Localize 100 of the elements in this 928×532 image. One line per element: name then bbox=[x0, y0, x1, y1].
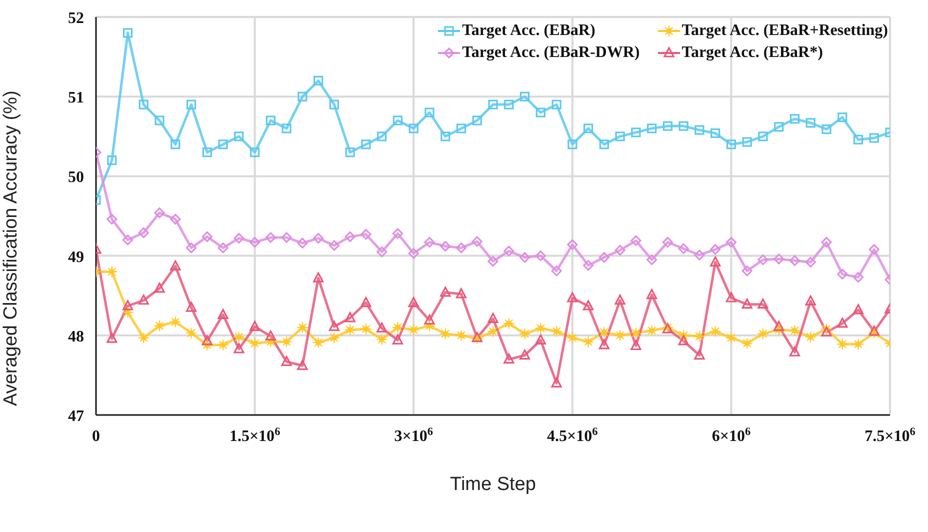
point bbox=[710, 326, 722, 338]
point bbox=[678, 121, 688, 131]
point bbox=[424, 236, 435, 248]
point bbox=[138, 294, 149, 305]
point bbox=[312, 336, 324, 348]
point bbox=[582, 300, 594, 310]
point bbox=[788, 324, 801, 336]
point bbox=[234, 343, 244, 354]
point bbox=[694, 125, 704, 135]
point bbox=[758, 254, 768, 266]
point bbox=[630, 327, 642, 339]
point bbox=[804, 331, 816, 343]
point bbox=[488, 312, 498, 323]
point bbox=[534, 322, 546, 334]
point bbox=[185, 327, 198, 339]
point bbox=[758, 298, 768, 309]
point bbox=[614, 330, 626, 342]
point bbox=[106, 266, 118, 278]
point bbox=[868, 326, 880, 336]
point bbox=[440, 132, 450, 142]
point bbox=[868, 244, 880, 255]
point bbox=[298, 92, 308, 102]
point bbox=[646, 324, 658, 336]
point bbox=[694, 250, 705, 260]
point bbox=[552, 100, 562, 110]
point bbox=[757, 328, 769, 340]
point bbox=[344, 324, 356, 336]
point bbox=[726, 292, 736, 302]
point bbox=[360, 229, 372, 240]
point bbox=[217, 339, 229, 351]
point bbox=[726, 236, 736, 248]
point bbox=[821, 236, 832, 248]
point bbox=[313, 232, 324, 244]
point bbox=[377, 132, 387, 142]
point bbox=[266, 116, 276, 126]
point bbox=[297, 238, 308, 248]
point bbox=[535, 250, 546, 262]
legend-label: Target Acc. (EBaR) bbox=[462, 22, 596, 40]
point bbox=[360, 323, 372, 335]
point bbox=[455, 330, 468, 342]
point bbox=[202, 148, 212, 158]
point bbox=[615, 132, 625, 142]
point bbox=[742, 137, 752, 147]
point bbox=[218, 242, 228, 254]
point bbox=[328, 320, 340, 331]
point bbox=[360, 296, 372, 308]
point bbox=[392, 322, 404, 334]
point bbox=[518, 328, 531, 340]
point bbox=[806, 118, 816, 128]
point bbox=[742, 266, 752, 276]
point bbox=[138, 100, 148, 110]
point bbox=[678, 335, 689, 346]
x-tick-label: 3×10$^{6}$ bbox=[394, 426, 434, 445]
point bbox=[646, 289, 658, 300]
point bbox=[138, 227, 149, 238]
point bbox=[408, 124, 418, 134]
point bbox=[154, 320, 166, 332]
x-tick-label: 6×10$^{6}$ bbox=[712, 426, 751, 445]
point bbox=[329, 100, 339, 110]
point bbox=[154, 116, 164, 126]
legend-label: Target Acc. (EBaR*) bbox=[682, 44, 823, 62]
point bbox=[551, 377, 562, 388]
point bbox=[345, 148, 355, 158]
point bbox=[789, 346, 800, 356]
point bbox=[440, 328, 452, 340]
point bbox=[838, 112, 848, 122]
point bbox=[392, 116, 403, 126]
point bbox=[408, 248, 419, 259]
point bbox=[582, 336, 594, 348]
point bbox=[487, 326, 499, 338]
point bbox=[630, 340, 642, 350]
point bbox=[741, 338, 753, 350]
point bbox=[519, 252, 530, 263]
point bbox=[774, 320, 784, 331]
point bbox=[392, 228, 404, 239]
point bbox=[234, 132, 244, 142]
point bbox=[852, 338, 864, 350]
point bbox=[520, 92, 530, 102]
point bbox=[250, 320, 260, 331]
point bbox=[837, 318, 848, 328]
legend-label: Target Acc. (EBaR+Resetting) bbox=[682, 22, 888, 40]
point bbox=[567, 292, 578, 302]
point bbox=[424, 314, 435, 325]
point bbox=[488, 100, 498, 110]
point bbox=[598, 252, 610, 263]
point bbox=[202, 335, 212, 346]
point bbox=[376, 334, 388, 346]
point bbox=[186, 100, 196, 110]
point bbox=[836, 338, 848, 350]
point bbox=[122, 234, 134, 246]
y-tick-label: 47 bbox=[68, 408, 84, 425]
point bbox=[630, 235, 642, 246]
point bbox=[710, 128, 720, 138]
y-tick-label: 48 bbox=[68, 328, 84, 346]
point bbox=[344, 231, 356, 242]
point bbox=[504, 353, 514, 364]
point bbox=[582, 260, 594, 271]
point bbox=[281, 356, 292, 366]
point bbox=[504, 100, 514, 110]
point bbox=[550, 326, 562, 338]
